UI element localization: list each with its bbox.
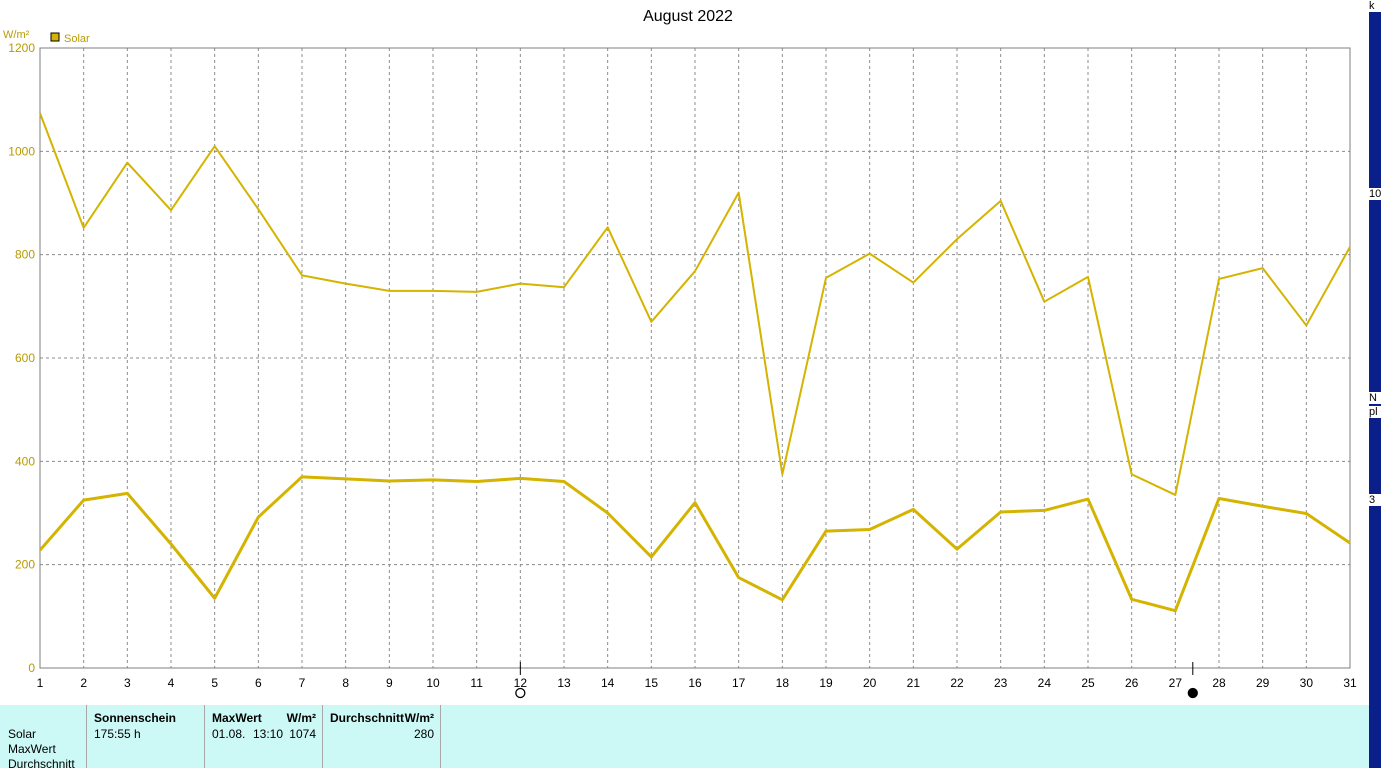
y-axis-unit-label: W/m²: [3, 29, 30, 41]
full-moon-icon: [515, 687, 526, 699]
solar-chart: August 2022 W/m² Solar 0 200 400 600 800 1000…: [3, 8, 1357, 699]
y-tick-label-1200: 1200: [8, 41, 35, 55]
x-tick-label-5: 5: [211, 676, 218, 690]
sunshine-value: 175:55 h: [94, 727, 141, 741]
max-time: 13:10: [253, 727, 284, 741]
moon-phases: [515, 662, 1198, 699]
y-tick-label-200: 200: [15, 558, 35, 572]
legend-label-solar: Solar: [64, 33, 90, 45]
background-window-strip: k 10 N pl 3: [1369, 0, 1381, 768]
stats-col-labels: Solar MaxWert Durchschnitt: [0, 705, 87, 768]
stats-col-average: Durchschnitt W/m² 280: [323, 705, 441, 768]
max-unit: W/m²: [286, 711, 316, 725]
x-tick-label-3: 3: [124, 676, 131, 690]
x-tick-label-29: 29: [1256, 676, 1270, 690]
x-tick-label-16: 16: [688, 676, 702, 690]
series-line-max: [39, 112, 1351, 496]
new-moon-icon: [1187, 687, 1198, 699]
x-tick-label-6: 6: [255, 676, 262, 690]
x-tick-label-15: 15: [645, 676, 659, 690]
max-header: MaxWert: [212, 711, 262, 725]
y-tick-label-800: 800: [15, 248, 35, 262]
side-text-2: 10: [1369, 188, 1381, 200]
x-tick-label-9: 9: [386, 676, 393, 690]
sunshine-header: Sonnenschein: [94, 711, 177, 725]
side-text-4: pl: [1369, 406, 1381, 418]
average-unit: W/m²: [404, 711, 434, 725]
plot-frame: [39, 47, 1351, 669]
x-tick-label-1: 1: [37, 676, 44, 690]
x-tick-label-14: 14: [601, 676, 615, 690]
y-tick-label-600: 600: [15, 351, 35, 365]
row-label-solar: Solar: [8, 727, 37, 741]
y-axis: 0 200 400 600 800 1000 1200: [8, 41, 35, 675]
series-lines: [38, 112, 1351, 613]
legend-swatch-solar: [50, 32, 60, 42]
x-tick-label-26: 26: [1125, 676, 1139, 690]
grid-lines: [40, 48, 1350, 668]
y-tick-label-0: 0: [28, 661, 35, 675]
x-tick-label-30: 30: [1300, 676, 1314, 690]
y-tick-label-400: 400: [15, 454, 35, 468]
row-label-maxwert: MaxWert: [8, 742, 56, 756]
x-tick-label-27: 27: [1169, 676, 1183, 690]
stats-col-max: MaxWert W/m² 01.08. 13:10 1074: [205, 705, 323, 768]
x-tick-label-19: 19: [819, 676, 833, 690]
x-tick-label-23: 23: [994, 676, 1008, 690]
series-line-average: [38, 475, 1351, 613]
row-label-durchschnitt: Durchschnitt: [8, 757, 75, 768]
stats-col-sunshine: Sonnenschein 175:55 h: [86, 705, 205, 768]
average-header: Durchschnitt: [330, 711, 405, 725]
x-tick-label-22: 22: [950, 676, 964, 690]
x-tick-label-13: 13: [557, 676, 571, 690]
chart-title: August 2022: [643, 8, 733, 25]
side-text-3: N: [1369, 392, 1381, 404]
x-tick-label-25: 25: [1081, 676, 1095, 690]
x-tick-label-2: 2: [80, 676, 87, 690]
y-tick-label-1000: 1000: [8, 144, 35, 158]
legend: Solar: [50, 32, 90, 45]
x-axis: 1 2 3 4 5 6 7 8 9 10 11 12 13 14 15 16 17 18 19 20 21 22 23 24 2…: [37, 676, 1357, 690]
x-tick-label-12: 12: [514, 676, 528, 690]
x-tick-label-20: 20: [863, 676, 877, 690]
x-tick-label-10: 10: [426, 676, 440, 690]
x-tick-label-11: 11: [470, 676, 483, 690]
x-tick-label-31: 31: [1343, 676, 1357, 690]
x-tick-label-28: 28: [1212, 676, 1226, 690]
x-tick-label-4: 4: [168, 676, 175, 690]
x-tick-label-7: 7: [299, 676, 306, 690]
max-value: 1074: [289, 727, 316, 741]
side-text-5: 3: [1369, 494, 1381, 506]
x-tick-label-24: 24: [1038, 676, 1052, 690]
average-value: 280: [413, 727, 434, 741]
x-tick-label-8: 8: [342, 676, 349, 690]
x-tick-label-17: 17: [732, 676, 746, 690]
x-tick-label-18: 18: [776, 676, 790, 690]
statistics-panel: Solar MaxWert Durchschnitt Sonnenschein …: [0, 705, 1369, 768]
side-text-1: k: [1369, 0, 1381, 12]
max-date: 01.08.: [212, 727, 246, 741]
x-tick-label-21: 21: [907, 676, 921, 690]
